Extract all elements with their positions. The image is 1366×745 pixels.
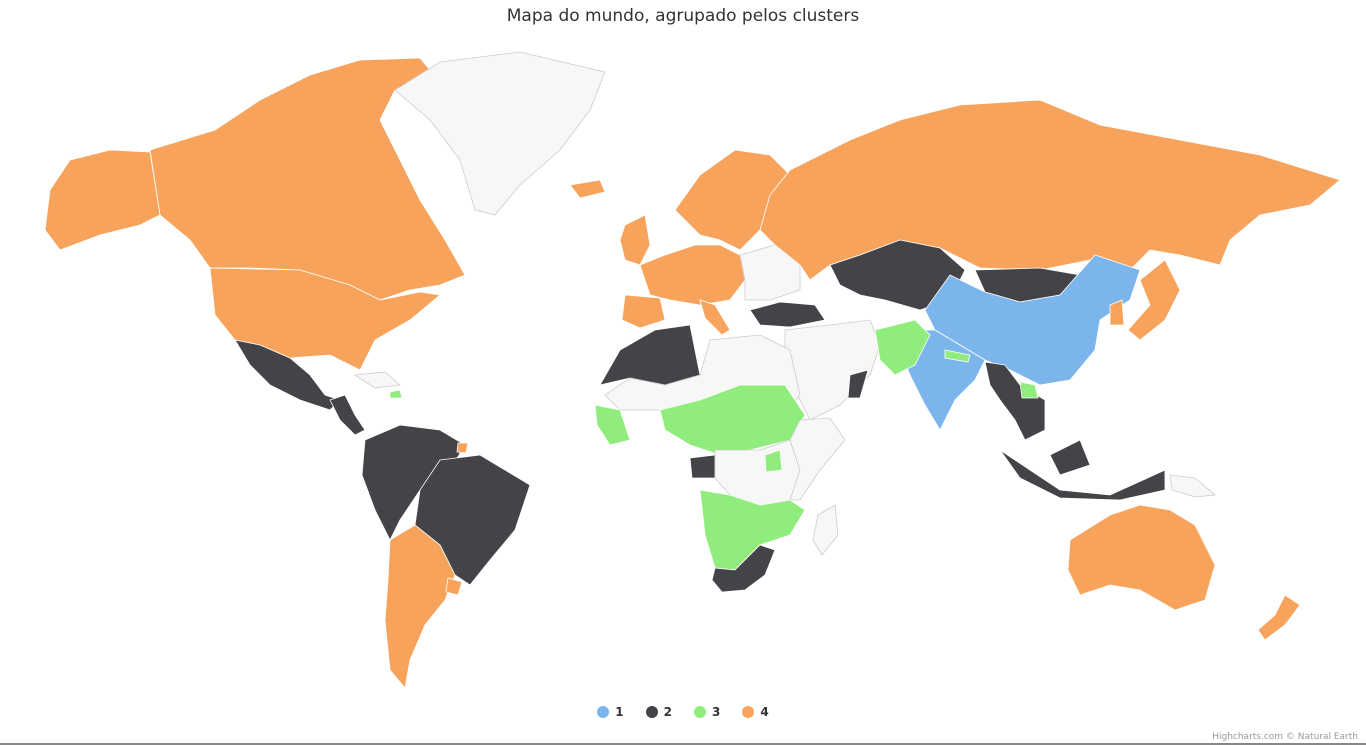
region-french-guiana[interactable] xyxy=(456,442,469,454)
region-uruguay[interactable] xyxy=(445,577,463,596)
credits-link[interactable]: Highcharts.com © Natural Earth xyxy=(1212,732,1358,742)
chart-title: Mapa do mundo, agrupado pelos clusters xyxy=(506,6,860,26)
region-canada[interactable] xyxy=(149,57,466,301)
legend-item-1[interactable]: 1 xyxy=(597,705,624,719)
bottom-divider xyxy=(0,743,1366,745)
legend-dot-1 xyxy=(597,706,610,718)
world-map xyxy=(44,51,1341,689)
region-north-africa[interactable] xyxy=(599,324,701,386)
legend-item-3[interactable]: 3 xyxy=(694,705,720,719)
region-laos[interactable] xyxy=(1019,381,1039,399)
region-australia[interactable] xyxy=(1067,504,1216,611)
region-central-america[interactable] xyxy=(329,394,366,436)
region-japan[interactable] xyxy=(1127,259,1181,341)
region-southeast-asia[interactable] xyxy=(984,361,1046,441)
region-new-zealand[interactable] xyxy=(1257,594,1301,641)
region-south-africa[interactable] xyxy=(711,544,776,593)
legend-item-4[interactable]: 4 xyxy=(742,705,769,719)
region-uganda[interactable] xyxy=(764,449,783,473)
legend-item-2[interactable]: 2 xyxy=(645,705,672,719)
region-southern-africa[interactable] xyxy=(699,489,806,571)
region-uk-ireland[interactable] xyxy=(619,214,651,266)
legend-dot-3 xyxy=(694,706,706,718)
legend-dot-4 xyxy=(742,706,755,718)
region-greenland[interactable] xyxy=(394,51,606,216)
region-western-europe[interactable] xyxy=(639,244,746,306)
legend-dot-2 xyxy=(645,706,658,718)
region-madagascar[interactable] xyxy=(812,504,839,556)
region-middle-east[interactable] xyxy=(784,319,881,421)
legend-label-2: 2 xyxy=(663,705,672,719)
legend-label-4: 4 xyxy=(760,705,769,719)
region-west-africa-coast[interactable] xyxy=(594,404,631,446)
region-nepal[interactable] xyxy=(944,349,971,363)
region-iberia[interactable] xyxy=(621,294,666,329)
region-indonesia[interactable] xyxy=(999,439,1166,501)
region-oman[interactable] xyxy=(847,369,869,399)
region-papua-new-guinea[interactable] xyxy=(1169,474,1216,498)
legend: 1 2 3 4 xyxy=(0,705,1366,719)
region-gabon[interactable] xyxy=(689,454,716,479)
legend-label-1: 1 xyxy=(615,705,624,719)
region-russia[interactable] xyxy=(759,99,1341,281)
region-italy[interactable] xyxy=(699,299,731,336)
region-alaska[interactable] xyxy=(44,149,161,251)
region-iceland[interactable] xyxy=(569,179,606,199)
region-haiti[interactable] xyxy=(389,389,403,399)
region-east-africa[interactable] xyxy=(789,417,846,501)
region-cuba[interactable] xyxy=(353,371,401,389)
region-turkey[interactable] xyxy=(749,301,826,328)
region-korea[interactable] xyxy=(1109,299,1125,326)
region-afghanistan-pakistan[interactable] xyxy=(874,319,931,376)
region-argentina-chile[interactable] xyxy=(384,524,456,689)
legend-label-3: 3 xyxy=(712,705,721,719)
